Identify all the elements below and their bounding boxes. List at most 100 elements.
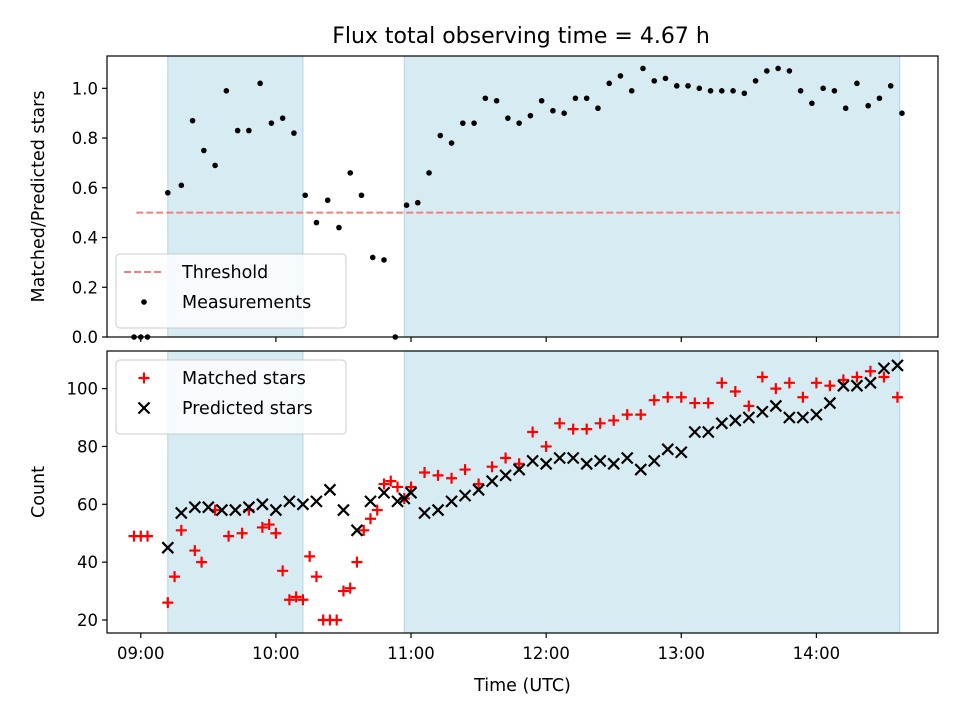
measurements-point <box>471 120 477 126</box>
matched-stars-point <box>351 556 363 568</box>
predicted-stars-point <box>810 408 823 421</box>
matched-stars-point <box>729 385 741 397</box>
predicted-stars-point <box>188 500 202 514</box>
legend-handle <box>137 401 151 415</box>
matched-stars-point <box>297 594 309 606</box>
measurements-point <box>482 95 489 102</box>
predicted-stars-point <box>391 495 404 508</box>
measurements-point <box>493 97 500 104</box>
data-marks <box>131 65 905 340</box>
chart-title: Flux total observing time = 4.67 h <box>332 24 710 49</box>
matched-stars-point <box>824 380 836 392</box>
matched-stars-point <box>196 556 208 568</box>
predicted-stars-point <box>445 495 458 508</box>
matched-stars-point <box>716 377 728 389</box>
measurements-point <box>887 83 894 89</box>
measurements-point <box>752 78 759 84</box>
predicted-stars-point <box>499 469 512 482</box>
predicted-stars-point <box>864 376 877 390</box>
measurements-point <box>403 202 410 209</box>
measurements-point <box>820 85 826 92</box>
x-tick-label: 10:00 <box>252 644 300 663</box>
predicted-stars-point <box>607 457 620 471</box>
matched-stars-point <box>594 417 606 429</box>
predicted-stars-point <box>850 379 864 392</box>
matched-stars-point <box>277 565 289 577</box>
measurements-point <box>505 115 511 121</box>
predicted-stars-point <box>364 495 377 508</box>
legend-handle <box>141 299 147 305</box>
measurements-point <box>527 112 534 119</box>
measurements-point <box>426 170 432 176</box>
measurements-point <box>538 97 545 104</box>
matched-stars-point <box>432 469 444 481</box>
axes-frame <box>106 55 939 338</box>
measurements-point <box>178 182 185 189</box>
matched-stars-point <box>385 475 397 487</box>
matched-stars-point <box>344 582 356 594</box>
axes-frame <box>106 350 939 634</box>
x-tick-label: 14:00 <box>793 644 841 663</box>
matched-stars-point <box>486 461 498 473</box>
predicted-stars-point <box>674 445 688 459</box>
shaded-interval <box>404 351 900 633</box>
measurements-point <box>572 95 579 102</box>
matched-stars-point <box>304 550 316 562</box>
measurements-point <box>831 88 838 94</box>
predicted-stars-point <box>620 451 634 465</box>
measurements-point <box>189 117 196 124</box>
predicted-stars-point <box>512 463 526 476</box>
predicted-stars-point <box>472 483 485 497</box>
measurements-point <box>617 73 624 79</box>
y-axis-label: Matched/Predicted stars <box>29 91 49 303</box>
matched-stars-point <box>310 571 322 583</box>
y-tick-label: 1.0 <box>72 79 98 98</box>
measurements-point <box>583 95 590 102</box>
predicted-stars-point <box>796 411 810 424</box>
bottom-panel: 20 40 60 80 100 09:00 10:00 11:00 12:00 13:00 14:0… <box>29 350 939 696</box>
predicted-stars-point <box>688 425 702 439</box>
matched-stars-point <box>702 397 714 409</box>
predicted-stars-point <box>296 498 310 511</box>
matched-stars-point <box>689 397 701 409</box>
matched-stars-point <box>364 513 376 525</box>
measurements-point <box>775 65 781 72</box>
legend: Matched stars Predicted stars <box>115 359 347 435</box>
measurements-point <box>448 140 455 146</box>
measurements-point <box>595 105 601 112</box>
predicted-stars-point <box>891 359 904 372</box>
matched-stars-point <box>783 377 795 389</box>
predicted-stars-point <box>580 457 593 471</box>
predicted-stars-point <box>431 503 445 517</box>
matched-stars-point <box>263 519 275 531</box>
measurements-point <box>414 199 421 206</box>
matched-stars-point <box>223 530 235 542</box>
matched-stars-point <box>175 524 187 536</box>
matched-stars-point <box>581 423 593 435</box>
matched-stars-point <box>864 365 876 377</box>
legend-handle <box>138 372 150 384</box>
measurements-point <box>381 257 387 263</box>
measurements-point <box>606 80 613 87</box>
y-tick-label: 0.0 <box>72 328 98 347</box>
measurements-point <box>279 115 286 121</box>
legend-label: Measurements <box>182 293 311 313</box>
predicted-stars-point <box>404 486 418 500</box>
y-tick-label: 100 <box>67 380 99 399</box>
matched-stars-point <box>770 383 782 395</box>
measurements-point <box>561 110 567 116</box>
predicted-stars-point <box>729 414 742 427</box>
matched-stars-point <box>236 527 248 539</box>
measurements-point <box>673 83 680 89</box>
matched-stars-point <box>500 452 512 464</box>
predicted-stars-point <box>783 411 796 424</box>
top-panel: 0.0 0.2 0.4 0.6 0.8 1.0 Matched/Predicted star… <box>29 55 939 347</box>
measurements-point <box>651 78 658 84</box>
measurements-point <box>786 68 793 74</box>
predicted-stars-point <box>323 483 337 497</box>
matched-stars-point <box>256 521 268 533</box>
matched-stars-point <box>675 391 687 403</box>
y-tick-label: 20 <box>77 611 98 630</box>
x-axis-label: Time (UTC) <box>473 676 571 696</box>
legend-label: Matched stars <box>182 369 306 389</box>
